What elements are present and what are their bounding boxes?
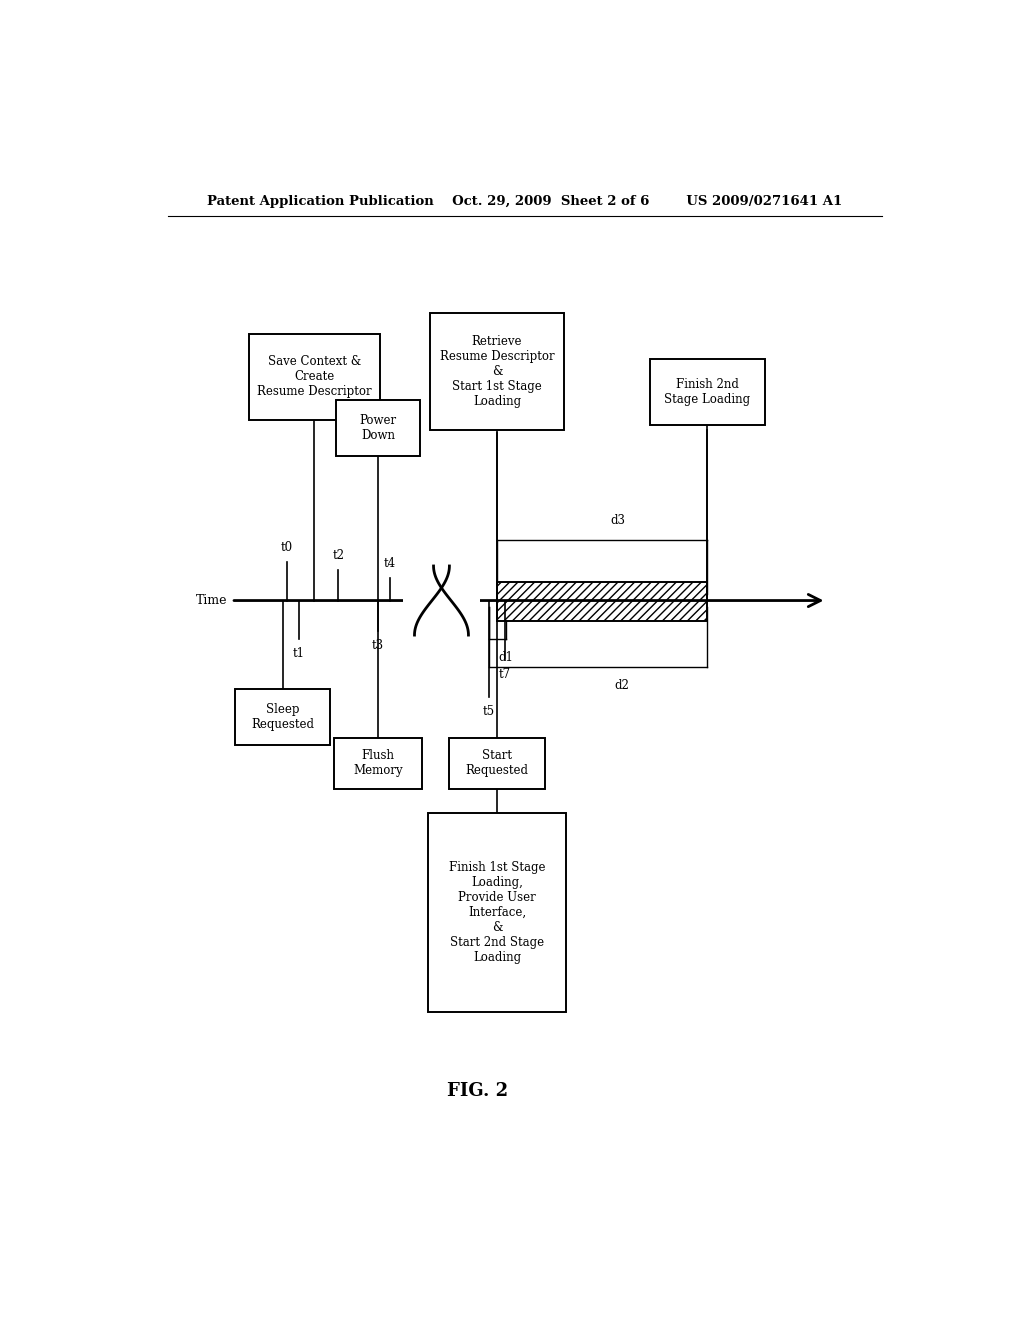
Text: t2: t2 [333,549,344,562]
Text: FIG. 2: FIG. 2 [446,1082,508,1101]
Bar [450,738,545,788]
Bar [249,334,380,420]
Text: t4: t4 [384,557,396,570]
Text: Flush
Memory: Flush Memory [353,750,402,777]
Text: t8: t8 [701,409,714,421]
Bar [497,582,708,620]
Text: Retrieve
Resume Descriptor
&
Start 1st Stage
Loading: Retrieve Resume Descriptor & Start 1st S… [439,335,554,408]
Bar [334,738,422,788]
Text: t5: t5 [483,705,496,718]
Bar [236,689,331,746]
Text: Power
Down: Power Down [359,413,396,442]
Text: t0: t0 [281,541,293,554]
Text: d2: d2 [614,678,630,692]
Text: Sleep
Requested: Sleep Requested [251,704,314,731]
Bar [403,576,479,626]
Text: Patent Application Publication    Oct. 29, 2009  Sheet 2 of 6        US 2009/027: Patent Application Publication Oct. 29, … [207,194,843,207]
Text: Finish 2nd
Stage Loading: Finish 2nd Stage Loading [665,378,751,407]
Text: Start
Requested: Start Requested [466,750,528,777]
Text: Save Context &
Create
Resume Descriptor: Save Context & Create Resume Descriptor [257,355,372,399]
Text: t1: t1 [293,647,304,660]
Bar [430,313,564,430]
Bar [428,813,566,1011]
Text: t3: t3 [372,639,384,652]
Text: Finish 1st Stage
Loading,
Provide User
Interface,
&
Start 2nd Stage
Loading: Finish 1st Stage Loading, Provide User I… [449,861,545,964]
Bar [650,359,765,425]
Text: d1: d1 [498,651,513,664]
Text: Time: Time [196,594,227,607]
Text: t7: t7 [499,668,511,681]
Bar [336,400,420,455]
Text: d3: d3 [610,515,626,528]
Text: t6: t6 [490,412,503,425]
